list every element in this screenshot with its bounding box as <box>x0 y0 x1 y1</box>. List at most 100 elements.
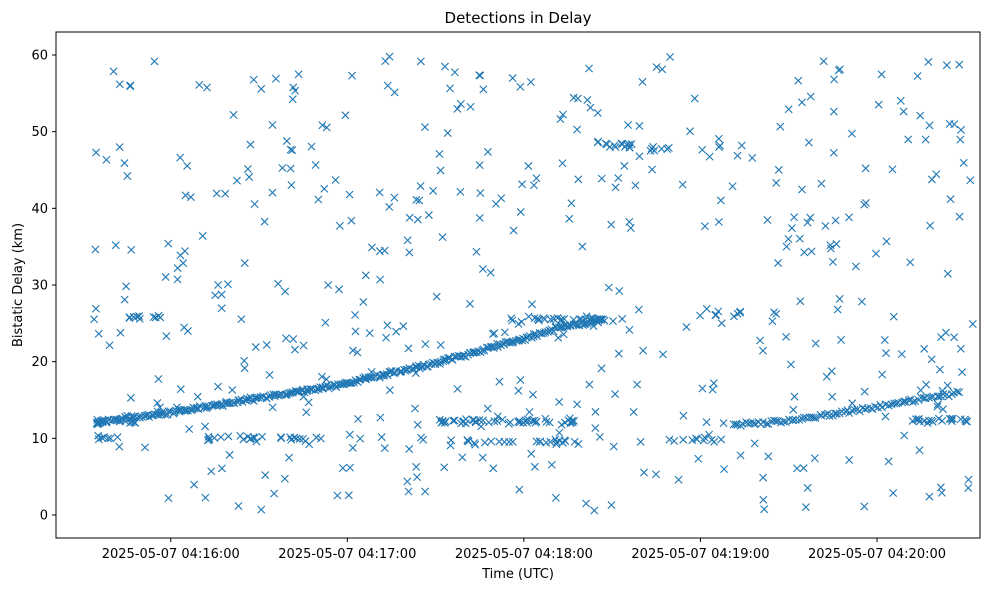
detection-point <box>583 95 592 104</box>
detection-point <box>343 379 352 387</box>
detection-point <box>317 372 326 381</box>
detection-point <box>307 142 316 151</box>
detection-point <box>801 503 810 512</box>
y-tick-label: 10 <box>31 432 48 447</box>
detection-point <box>151 313 160 322</box>
detection-point <box>382 333 391 342</box>
detection-point <box>411 369 420 378</box>
detection-point <box>359 297 368 306</box>
detection-point <box>920 344 929 353</box>
detection-point <box>322 123 331 132</box>
detection-point <box>614 349 623 358</box>
detection-point <box>793 464 802 473</box>
detection-point <box>526 78 535 87</box>
detection-point <box>476 71 485 80</box>
detection-point <box>811 413 820 422</box>
detection-point <box>348 71 357 80</box>
detection-point <box>791 416 800 425</box>
plot-markers <box>90 52 977 515</box>
detection-point <box>888 165 897 174</box>
detection-point <box>201 493 210 502</box>
detection-point <box>181 191 190 200</box>
detection-point <box>897 350 906 359</box>
detection-point <box>570 437 579 446</box>
detection-point <box>555 428 564 437</box>
detection-point <box>214 280 223 289</box>
y-tick-label: 50 <box>31 125 48 140</box>
detection-point <box>717 319 726 328</box>
detection-point <box>421 340 430 349</box>
detection-point <box>826 244 835 253</box>
detection-point <box>611 183 620 192</box>
detection-point <box>908 398 917 407</box>
detection-point <box>245 395 254 404</box>
detection-point <box>826 241 835 250</box>
detection-point <box>217 290 226 299</box>
detection-point <box>120 159 129 168</box>
detection-point <box>597 315 606 324</box>
detection-point <box>126 81 135 90</box>
detection-point <box>229 110 238 119</box>
detection-point <box>268 120 277 129</box>
detection-point <box>94 329 103 338</box>
detection-point <box>595 315 604 324</box>
detection-point <box>861 164 870 173</box>
detection-point <box>635 152 644 161</box>
detection-point <box>889 489 898 497</box>
detection-point <box>782 332 791 341</box>
detection-point <box>282 137 291 146</box>
detection-point <box>943 381 952 390</box>
detection-point <box>549 327 558 336</box>
detection-point <box>423 362 432 371</box>
detection-point <box>420 123 429 132</box>
detection-point <box>236 431 245 440</box>
detection-point <box>924 57 933 66</box>
detection-point <box>896 96 905 105</box>
detection-point <box>799 464 808 473</box>
detection-point <box>582 499 591 508</box>
detection-point <box>611 143 620 152</box>
detection-point <box>246 435 255 443</box>
detection-point <box>698 145 707 154</box>
detection-point <box>941 328 950 337</box>
detection-point <box>475 213 484 222</box>
y-axis-title: Bistatic Delay (km) <box>11 223 26 347</box>
detection-point <box>639 468 648 477</box>
detection-point <box>795 234 804 243</box>
detection-point <box>848 399 857 408</box>
detection-point <box>412 195 421 204</box>
detection-point <box>155 403 164 412</box>
detection-point <box>472 247 481 256</box>
detection-point <box>500 328 509 337</box>
detection-point <box>338 464 347 473</box>
detection-point <box>476 188 485 197</box>
detection-point <box>150 57 159 66</box>
detection-point <box>440 463 449 472</box>
detection-point <box>172 403 181 412</box>
detection-point <box>925 492 934 501</box>
detection-point <box>955 212 964 221</box>
detection-point <box>348 443 357 452</box>
detection-point <box>246 140 255 149</box>
detection-point <box>403 236 412 245</box>
detection-point <box>568 416 577 425</box>
detection-point <box>953 387 962 396</box>
detection-point <box>921 135 930 144</box>
detection-point <box>487 437 496 446</box>
detection-point <box>353 348 362 357</box>
detection-point <box>507 314 516 323</box>
detection-point <box>568 418 577 427</box>
detection-point <box>286 388 295 397</box>
detection-point <box>649 142 658 151</box>
detection-point <box>524 162 533 171</box>
detection-point <box>617 139 626 148</box>
detection-point <box>904 135 913 144</box>
detection-point <box>664 143 673 152</box>
detection-point <box>341 111 350 120</box>
detection-point <box>759 473 768 482</box>
detection-point <box>559 330 568 339</box>
detection-point <box>92 148 101 157</box>
detection-point <box>845 456 854 465</box>
detection-point <box>932 170 941 179</box>
detection-point <box>528 300 537 309</box>
